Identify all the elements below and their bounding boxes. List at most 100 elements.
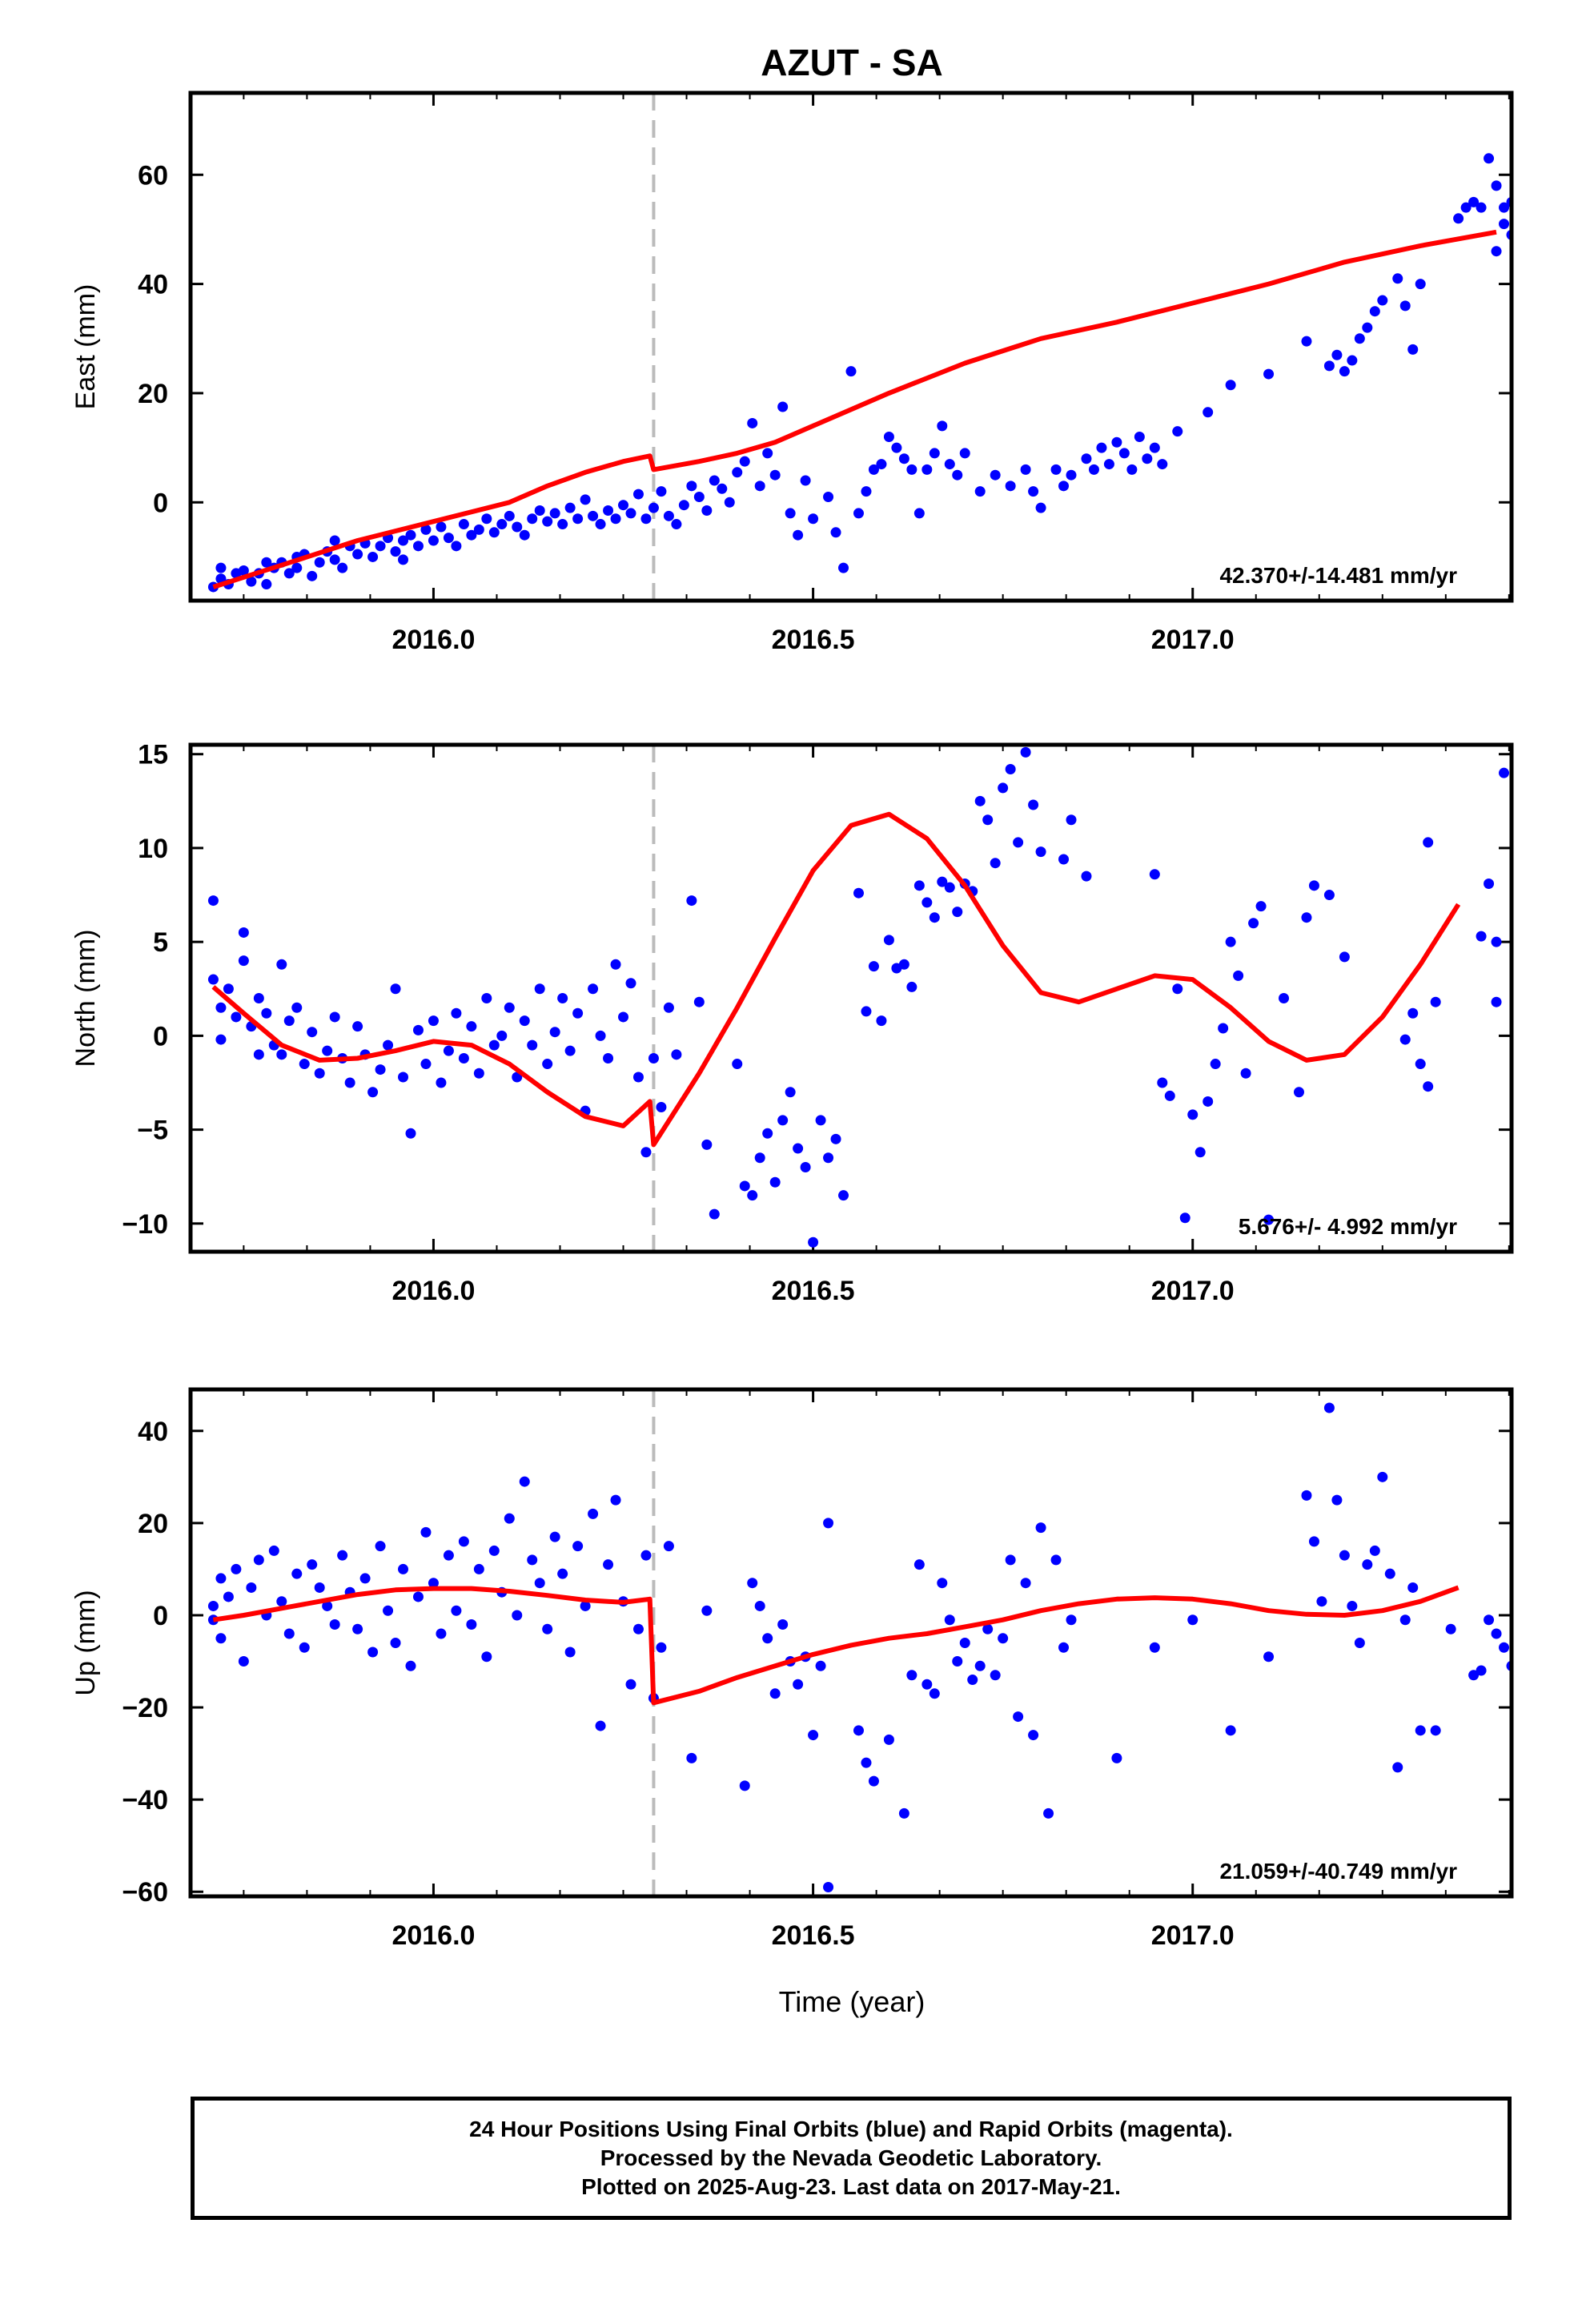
data-point [261,1007,272,1019]
data-point [921,1679,933,1690]
data-point [580,494,591,505]
data-point [1118,448,1130,459]
data-point [207,895,219,907]
data-point [921,897,933,908]
footer-line-2: Processed by the Nevada Geodetic Laborat… [600,2145,1102,2170]
data-point [314,557,325,568]
data-point [709,1208,720,1220]
data-point [1415,279,1426,290]
data-point [428,1578,439,1589]
data-point [253,1554,264,1566]
y-tick-label: −40 [122,1785,168,1815]
data-point [823,1881,834,1892]
data-point [420,524,432,535]
y-tick-label: 10 [138,834,168,864]
data-point [466,1618,477,1630]
data-point [898,959,909,970]
data-point [367,1647,379,1658]
data-point [937,876,948,887]
data-point [329,535,340,546]
plot-area-east [207,93,1512,601]
data-point [1035,1522,1046,1534]
velocity-rate-east: 42.370+/-14.481 mm/yr [1219,563,1457,588]
data-point [588,1508,599,1519]
data-point [625,1679,636,1690]
data-point [678,500,689,511]
data-point [451,1007,462,1019]
data-point [549,1027,560,1038]
data-point [412,1024,424,1035]
data-point [1347,1600,1358,1611]
data-point [663,510,674,521]
data-point [732,467,743,478]
data-point [1005,480,1016,492]
data-point [420,1526,432,1538]
data-point [967,1675,978,1686]
y-tick-label: 40 [138,270,168,300]
data-point [238,1656,249,1667]
data-point [375,541,386,552]
data-point [944,1614,955,1626]
data-point [868,961,879,972]
data-point [261,557,272,568]
data-point [815,1660,826,1671]
data-point [929,912,940,923]
data-point [1308,1536,1319,1547]
data-point [307,1559,318,1570]
data-point [823,491,834,502]
data-point [307,570,318,581]
plot-frame-north [188,742,1514,1254]
data-point [861,1006,872,1017]
footer-info-box: 24 Hour Positions Using Final Orbits (bl… [191,2097,1512,2220]
data-point [1179,1212,1191,1224]
velocity-rate-up: 21.059+/-40.749 mm/yr [1219,1859,1457,1884]
data-point [838,1190,849,1201]
data-point [451,541,462,552]
data-point [648,502,659,513]
data-point [1301,336,1312,347]
data-point [1491,246,1502,257]
data-point [383,1605,394,1616]
data-point [632,1623,644,1634]
data-point [1005,1554,1016,1566]
data-point [1430,996,1441,1007]
data-point [253,1049,264,1060]
data-point [686,1752,697,1763]
data-point [1423,837,1434,848]
data-point [291,1002,303,1013]
data-point [1233,970,1244,981]
data-point [451,1605,462,1616]
data-point [656,486,667,497]
data-point [405,1128,416,1139]
data-point [640,513,652,525]
data-point [436,1628,447,1639]
data-point [215,1002,227,1013]
data-point [830,527,841,538]
data-point [238,955,249,967]
data-point [717,483,728,494]
data-point [1279,993,1290,1003]
data-point [1308,880,1319,891]
data-point [891,442,902,453]
data-point [1399,1614,1411,1626]
data-point [913,1559,925,1570]
data-point [1499,1642,1510,1653]
data-point [443,1550,454,1561]
x-tick-label: 2017.0 [1151,1276,1235,1306]
data-point [1460,202,1472,213]
data-point [572,513,584,525]
data-point [1203,407,1214,418]
y-tick-label: 20 [138,379,168,409]
data-point [754,1152,765,1164]
data-point [861,1757,872,1768]
data-point [1149,1642,1160,1653]
data-point [793,1143,804,1154]
y-tick-label: 15 [138,740,168,770]
data-point [1323,890,1335,901]
data-point [952,469,963,480]
data-point [1203,1096,1214,1107]
data-point [1050,1554,1062,1566]
y-axis-label-up: Up (mm) [70,1590,101,1695]
data-point [1187,1614,1199,1626]
